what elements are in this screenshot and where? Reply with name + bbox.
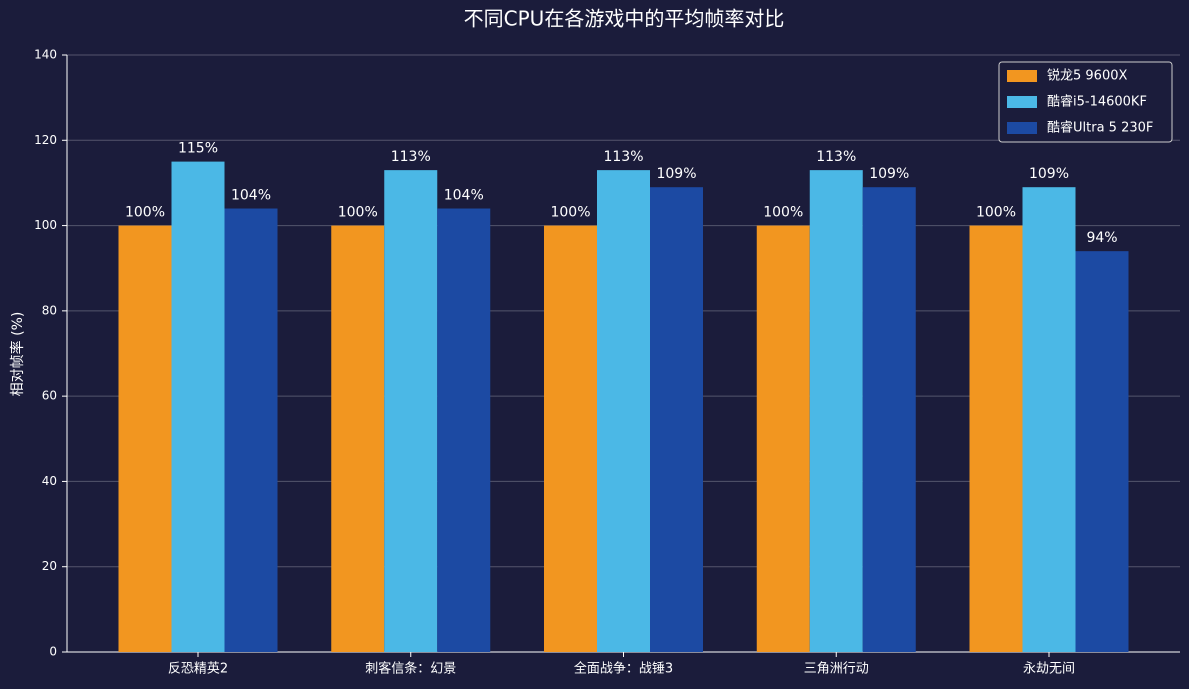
- bar: [862, 187, 916, 652]
- value-label: 109%: [1029, 166, 1069, 182]
- value-label: 100%: [125, 205, 165, 221]
- bar: [544, 225, 597, 653]
- y-tick-label: 140: [34, 48, 57, 62]
- value-label: 113%: [391, 149, 431, 165]
- value-label: 104%: [444, 188, 484, 204]
- bar: [437, 208, 491, 652]
- legend-swatch: [1007, 70, 1037, 82]
- value-label: 113%: [603, 149, 643, 165]
- y-tick-label: 80: [42, 303, 57, 317]
- y-tick-label: 60: [42, 389, 57, 403]
- legend-swatch: [1007, 122, 1037, 134]
- bar: [1022, 187, 1076, 652]
- legend-label: 酷睿Ultra 5 230F: [1047, 121, 1153, 136]
- bar: [597, 170, 650, 652]
- value-label: 104%: [231, 188, 271, 204]
- value-label: 109%: [869, 166, 909, 182]
- bar: [171, 161, 225, 652]
- value-label: 109%: [656, 166, 696, 182]
- value-label: 100%: [550, 205, 590, 221]
- x-tick-label: 反恐精英2: [168, 662, 228, 677]
- value-label: 115%: [178, 141, 218, 157]
- bar: [224, 208, 278, 652]
- bar: [384, 170, 438, 652]
- y-tick-label: 100: [34, 218, 57, 232]
- bar: [118, 225, 172, 653]
- x-tick-label: 三角洲行动: [804, 662, 869, 677]
- legend-label: 酷睿i5-14600KF: [1047, 95, 1147, 110]
- bar: [969, 225, 1023, 653]
- bar: [1075, 251, 1129, 652]
- legend-box: [998, 61, 1173, 143]
- value-label: 100%: [976, 205, 1016, 221]
- x-tick-label: 全面战争：战锤3: [574, 661, 673, 677]
- chart-title: 不同CPU在各游戏中的平均帧率对比: [464, 7, 785, 31]
- bar: [809, 170, 863, 652]
- x-tick-label: 永劫无间: [1023, 662, 1075, 677]
- bar: [650, 187, 703, 652]
- value-label: 100%: [763, 205, 803, 221]
- bar: [331, 225, 385, 653]
- bar: [756, 225, 810, 653]
- value-label: 94%: [1086, 230, 1117, 246]
- legend-label: 锐龙5 9600X: [1047, 69, 1127, 84]
- legend-swatch: [1007, 96, 1037, 108]
- y-tick-label: 120: [34, 133, 57, 147]
- x-tick-label: 刺客信条：幻景: [365, 661, 456, 677]
- y-tick-label: 0: [49, 645, 57, 659]
- y-tick-label: 40: [42, 474, 57, 488]
- value-label: 100%: [338, 205, 378, 221]
- value-label: 113%: [816, 149, 856, 165]
- y-axis-label: 相对帧率 (%): [9, 312, 26, 397]
- y-tick-label: 20: [42, 559, 57, 573]
